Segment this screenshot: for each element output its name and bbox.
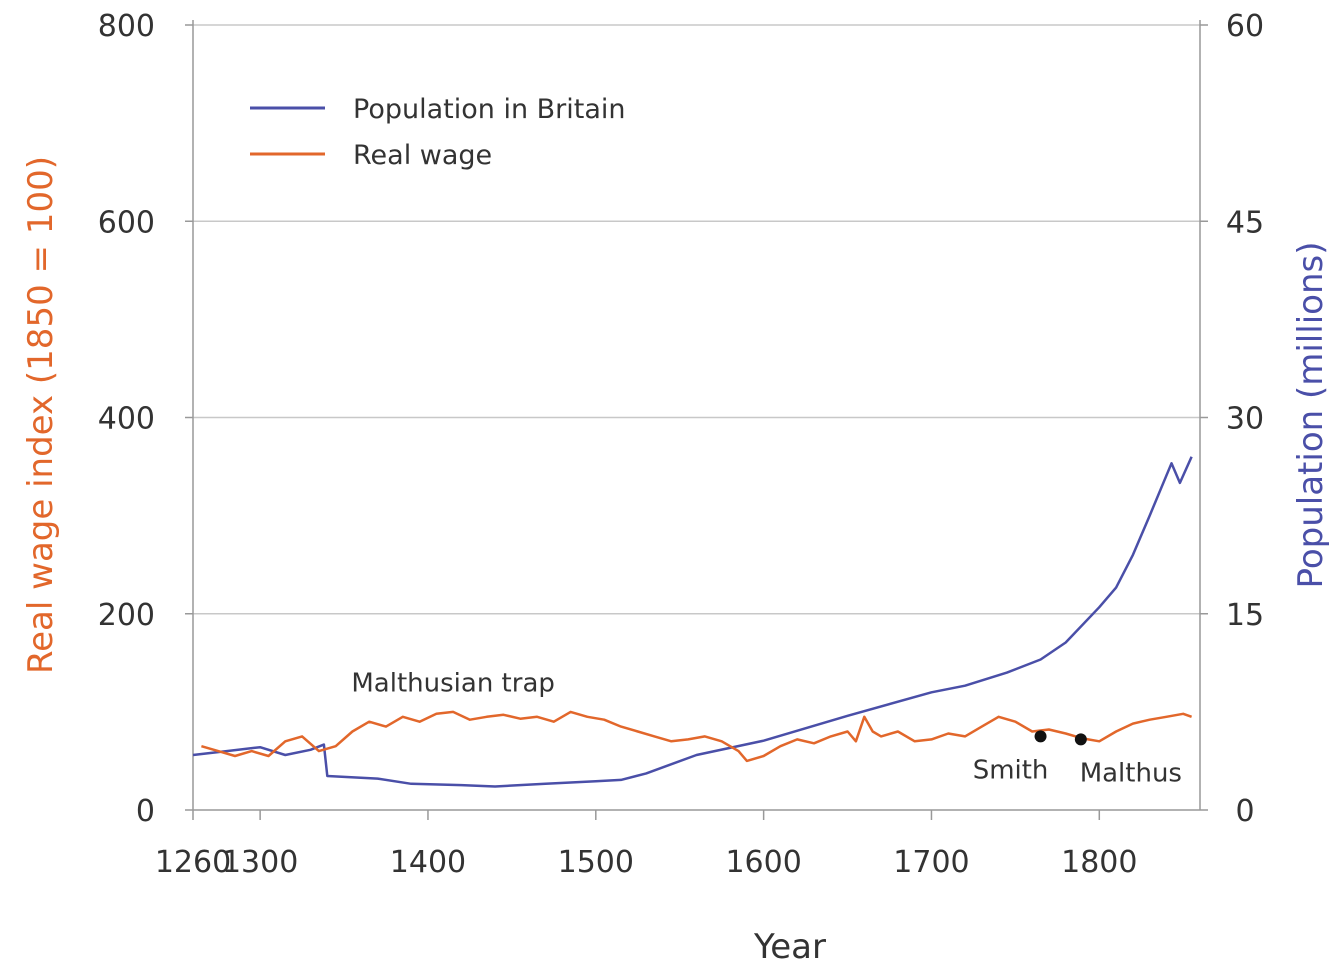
smith-label: Smith (973, 755, 1049, 785)
malthus-marker (1074, 733, 1087, 746)
annotations: Malthusian trap Smith Malthus (351, 668, 1182, 788)
x-tick-label: 1700 (893, 845, 969, 880)
y-right-tick-label: 60 (1226, 9, 1264, 44)
legend: Population in Britain Real wage (250, 94, 626, 171)
series-lines (192, 456, 1193, 788)
y-left-tick-label: 200 (98, 598, 155, 633)
legend-label-real-wage: Real wage (353, 140, 492, 171)
y-left-tick-label: 600 (98, 205, 155, 240)
axes (185, 20, 1208, 820)
population-line (192, 456, 1193, 788)
real-wage-line (201, 710, 1193, 763)
smith-marker (1034, 730, 1047, 743)
y-right-tick-label: 0 (1235, 794, 1254, 829)
annotation-label: Malthusian trap (351, 668, 555, 698)
legend-label-population: Population in Britain (353, 94, 626, 125)
x-tick-label: 1300 (222, 845, 298, 880)
x-tick-label: 1260 (155, 845, 231, 880)
x-tick-label: 1800 (1061, 845, 1137, 880)
x-axis-title: Year (753, 927, 826, 964)
y-right-tick-label: 30 (1226, 402, 1264, 437)
malthus-label: Malthus (1080, 758, 1182, 788)
gridlines (193, 24, 1200, 615)
y-right-axis-title: Population (millions) (1291, 242, 1331, 589)
y-right-tick-label: 15 (1226, 598, 1264, 633)
y-left-tick-label: 800 (98, 9, 155, 44)
x-tick-label: 1400 (390, 845, 466, 880)
y-left-tick-label: 400 (98, 402, 155, 437)
y-left-tick-labels: 0 200 400 600 800 (98, 9, 155, 829)
x-tick-label: 1600 (725, 845, 801, 880)
y-left-tick-label: 0 (136, 794, 155, 829)
y-right-tick-labels: 0 15 30 45 60 (1226, 9, 1264, 829)
x-tick-label: 1500 (558, 845, 634, 880)
y-right-tick-label: 45 (1226, 205, 1264, 240)
y-left-axis-title: Real wage index (1850 = 100) (21, 156, 61, 674)
